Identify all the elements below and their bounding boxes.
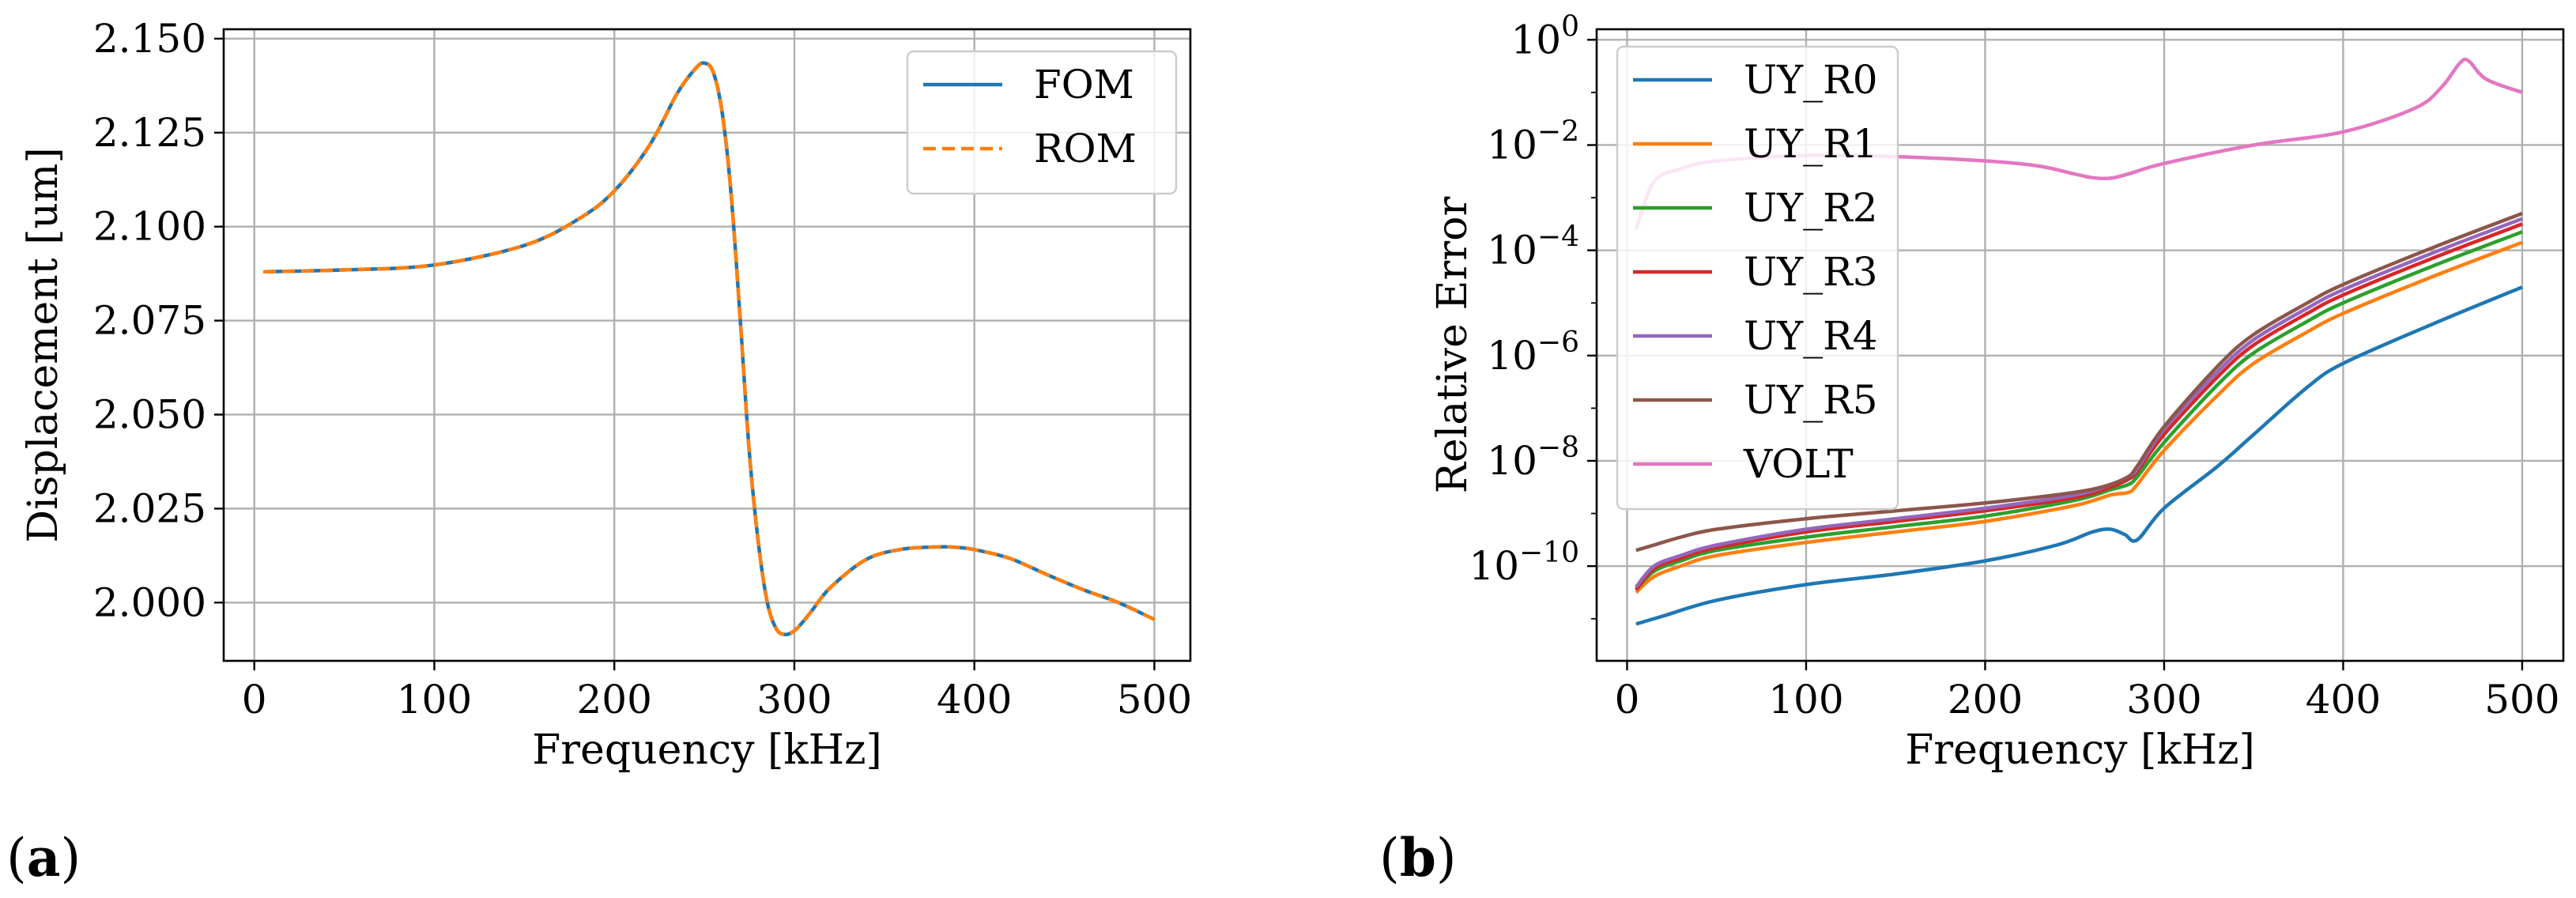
x-tick-label: 200 bbox=[1948, 677, 2023, 723]
series-line-rom bbox=[263, 61, 1156, 636]
legend-label: UY_R1 bbox=[1744, 121, 1878, 167]
legend-label: UY_R2 bbox=[1744, 185, 1878, 231]
series-b bbox=[1634, 57, 2523, 626]
series-line-uy-r2 bbox=[1635, 230, 2523, 591]
y-tick-label: 10−4 bbox=[1487, 221, 1579, 274]
legend-label: UY_R5 bbox=[1744, 377, 1878, 423]
y-tick-label: 2.125 bbox=[93, 110, 206, 156]
y-axis-label-a: Displacement [um] bbox=[20, 147, 67, 542]
panel-label-a-close: ) bbox=[61, 828, 81, 889]
displacement-chart: 0 100 200 300 400 500 2.000 2.025 2.050 2.075 2.10… bbox=[6, 16, 1192, 889]
y-tick-label: 10−2 bbox=[1487, 115, 1579, 168]
ticks-b: 0 100 200 300 400 500 10−10 10−8 10−6 10−4 10−2 100 bbox=[1469, 10, 2559, 723]
panel-label-b-letter: b bbox=[1400, 827, 1436, 889]
x-tick-label: 500 bbox=[1117, 677, 1192, 723]
legend-box bbox=[1616, 45, 1899, 511]
x-tick-label: 200 bbox=[576, 677, 651, 723]
series-line-uy-r5 bbox=[1635, 211, 2523, 553]
x-tick-label: 500 bbox=[2484, 677, 2559, 723]
x-tick-label: 0 bbox=[1615, 677, 1640, 723]
panel-label-a-letter: a bbox=[27, 827, 61, 889]
relative-error-chart: 0 100 200 300 400 500 10−10 10−8 10−6 10−4 10−2 100… bbox=[1379, 10, 2565, 889]
legend-label: UY_R3 bbox=[1744, 249, 1878, 295]
panel-label-b-open: ( bbox=[1379, 828, 1400, 889]
series-line-uy-r3 bbox=[1635, 222, 2523, 591]
y-tick-label: 2.000 bbox=[93, 579, 206, 625]
legend-box bbox=[906, 50, 1178, 195]
plot-frame-b bbox=[1595, 28, 2565, 662]
series-line-uy-r1 bbox=[1635, 240, 2523, 594]
x-tick-label: 0 bbox=[242, 677, 267, 723]
legend-a: FOM ROM bbox=[906, 50, 1178, 195]
panel-label-b: (b) bbox=[1379, 827, 1457, 889]
y-tick-label: 2.025 bbox=[93, 485, 206, 531]
y-tick-label: 2.100 bbox=[93, 204, 206, 250]
legend-label: UY_R4 bbox=[1744, 313, 1878, 359]
x-tick-label: 300 bbox=[756, 677, 832, 723]
legend-label: VOLT bbox=[1743, 441, 1854, 487]
y-tick-label: 10−10 bbox=[1469, 537, 1579, 589]
panel-label-a-open: ( bbox=[6, 828, 27, 889]
legend-label: FOM bbox=[1034, 62, 1134, 108]
series-a bbox=[263, 61, 1156, 636]
legend-label: ROM bbox=[1034, 126, 1137, 172]
y-tick-label: 10−6 bbox=[1487, 326, 1579, 379]
x-tick-label: 400 bbox=[2306, 677, 2381, 723]
series-line-uy-r0 bbox=[1635, 285, 2523, 626]
x-tick-label: 400 bbox=[937, 677, 1012, 723]
plot-frame-a bbox=[222, 28, 1192, 662]
y-tick-label: 10−8 bbox=[1487, 432, 1579, 484]
ticks-a: 0 100 200 300 400 500 2.000 2.025 2.050 2.075 2.10… bbox=[93, 16, 1192, 723]
legend-b: UY_R0 UY_R1 UY_R2 UY_R3 UY_R4 UY_R5 VOLT bbox=[1616, 45, 1899, 511]
y-axis-label-b: Relative Error bbox=[1429, 197, 1477, 494]
x-tick-label: 100 bbox=[397, 677, 472, 723]
x-axis-label-a: Frequency [kHz] bbox=[532, 726, 882, 774]
y-tick-label: 100 bbox=[1511, 10, 1579, 62]
y-tick-label: 2.075 bbox=[93, 298, 206, 344]
y-tick-label: 2.150 bbox=[93, 16, 206, 62]
x-axis-label-b: Frequency [kHz] bbox=[1905, 726, 2255, 774]
legend-label: UY_R0 bbox=[1744, 57, 1878, 103]
x-tick-label: 300 bbox=[2126, 677, 2201, 723]
y-tick-label: 2.050 bbox=[93, 391, 206, 437]
panel-label-a: (a) bbox=[6, 827, 81, 889]
x-tick-label: 100 bbox=[1768, 677, 1843, 723]
panel-label-b-close: ) bbox=[1436, 828, 1457, 889]
